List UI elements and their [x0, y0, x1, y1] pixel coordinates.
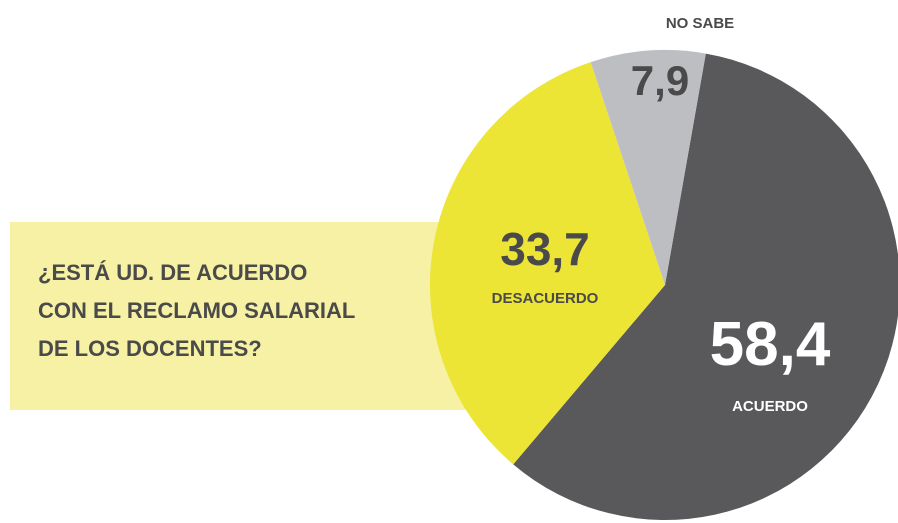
question-line: ¿ESTÁ UD. DE ACUERDO: [38, 260, 307, 285]
value-label: 7,9: [631, 57, 689, 104]
question-line: DE LOS DOCENTES?: [38, 336, 262, 361]
value-label: 58,4: [710, 310, 831, 379]
category-label: ACUERDO: [732, 398, 808, 415]
value-label: 33,7: [500, 223, 590, 275]
pie: [429, 49, 898, 521]
pie-slice: [429, 62, 665, 465]
pie-slice: [590, 49, 706, 285]
category-label: NO SABE: [666, 15, 734, 32]
category-label: DESACUERDO: [492, 290, 599, 307]
question-line: CON EL RECLAMO SALARIAL: [38, 298, 355, 323]
question-box: [10, 222, 480, 410]
pie-slice: [513, 53, 898, 521]
